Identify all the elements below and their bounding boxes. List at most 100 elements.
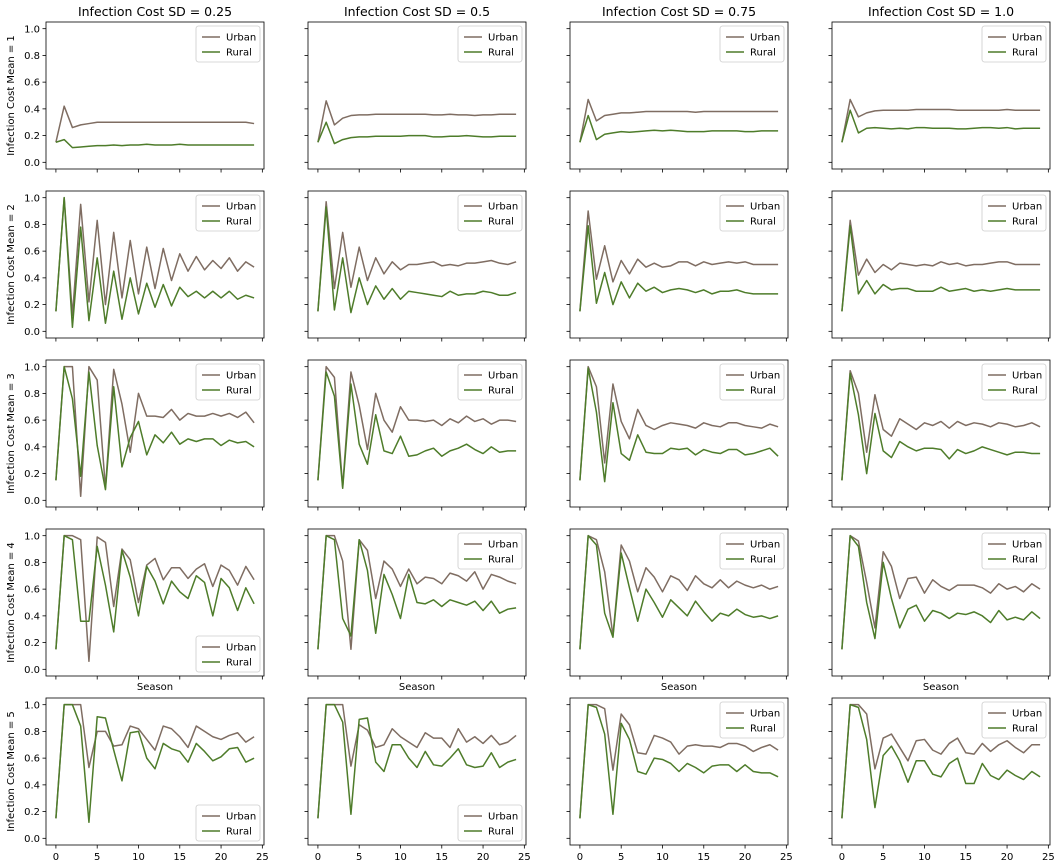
series-line-rural [55, 138, 255, 149]
legend-label-rural: Rural [488, 217, 514, 228]
legend-label-urban: Urban [1012, 540, 1042, 551]
series-line-rural [579, 225, 779, 312]
subplot-r4-c4: Season Urban Rural [828, 528, 1051, 693]
legend-box [195, 25, 261, 63]
x-tick-label: 20 [215, 852, 228, 862]
x-tick-label: 20 [477, 852, 490, 862]
legend-label-rural: Rural [750, 386, 776, 397]
legend-label-rural: Rural [226, 658, 252, 669]
series-line-urban [841, 703, 1041, 819]
x-tick-label: 10 [394, 852, 407, 862]
legend-label-rural: Rural [488, 48, 514, 59]
x-tick-label: 25 [256, 852, 269, 862]
legend-box [981, 701, 1047, 739]
subplot-r2-c3: Urban Rural [566, 190, 789, 342]
y-tick-label: 0.2 [24, 807, 40, 818]
subplot-r1-c2: Infection Cost SD = 0.5 Urban Rural [304, 4, 527, 173]
legend-label-urban: Urban [1012, 371, 1042, 382]
y-tick-label: 0.8 [24, 558, 40, 569]
x-tick-label: 5 [618, 852, 624, 862]
legend: Urban Rural [719, 363, 785, 401]
legend-label-urban: Urban [750, 540, 780, 551]
legend: Urban Rural [981, 701, 1047, 739]
y-tick-label: 1.0 [24, 362, 40, 373]
series-line-rural [841, 109, 1041, 143]
legend-label-urban: Urban [226, 202, 256, 213]
legend-label-urban: Urban [750, 33, 780, 44]
series-line-urban [579, 365, 779, 481]
y-axis-label: Infection Cost Mean = 4 [6, 542, 17, 663]
x-tick-label: 0 [315, 852, 321, 862]
y-tick-label: 0.4 [24, 780, 40, 791]
subplot-r4-c3: Season Urban Rural [566, 528, 789, 693]
y-tick-label: 0.4 [24, 611, 40, 622]
legend-box [981, 363, 1047, 401]
legend-label-urban: Urban [1012, 709, 1042, 720]
series-line-rural [317, 206, 517, 314]
legend: Urban Rural [457, 532, 523, 570]
legend-label-urban: Urban [226, 643, 256, 654]
subplot-r1-c3: Infection Cost SD = 0.75 Urban Rural [566, 4, 789, 173]
legend-label-urban: Urban [750, 202, 780, 213]
legend: Urban Rural [981, 532, 1047, 570]
y-tick-label: 1.0 [24, 531, 40, 542]
series-line-rural [579, 534, 779, 650]
series-line-urban [55, 365, 255, 498]
series-line-urban [317, 365, 517, 488]
legend-label-rural: Rural [226, 386, 252, 397]
x-tick-label: 5 [94, 852, 100, 862]
legend: Urban Rural [457, 363, 523, 401]
series-line-rural [317, 371, 517, 490]
legend: Urban Rural [457, 25, 523, 63]
legend-box [457, 194, 523, 232]
legend: Urban Rural [195, 635, 261, 673]
legend-box [981, 532, 1047, 570]
legend-label-urban: Urban [488, 33, 518, 44]
y-tick-label: 0.6 [24, 416, 40, 427]
legend-box [719, 25, 785, 63]
series-line-urban [317, 534, 517, 651]
legend-box [195, 363, 261, 401]
legend-label-urban: Urban [1012, 33, 1042, 44]
x-tick-label: 10 [132, 852, 145, 862]
y-tick-label: 0.2 [24, 638, 40, 649]
legend: Urban Rural [457, 804, 523, 842]
y-tick-label: 0.2 [24, 131, 40, 142]
y-tick-label: 0.0 [24, 834, 40, 845]
y-tick-label: 0.2 [24, 300, 40, 311]
x-axis-label: Season [399, 682, 435, 693]
x-tick-label: 25 [780, 852, 793, 862]
y-tick-label: 0.8 [24, 727, 40, 738]
legend-label-urban: Urban [226, 812, 256, 823]
legend-label-urban: Urban [750, 709, 780, 720]
legend-label-rural: Rural [1012, 724, 1038, 735]
legend: Urban Rural [981, 25, 1047, 63]
x-axis-label: Season [661, 682, 697, 693]
legend: Urban Rural [719, 532, 785, 570]
series-line-urban [317, 703, 517, 819]
series-line-urban [841, 369, 1041, 481]
y-tick-label: 0.6 [24, 754, 40, 765]
legend: Urban Rural [719, 701, 785, 739]
subplot-r5-c4: 0 5 10 15 20 25 Urban Rural [828, 697, 1055, 862]
x-tick-label: 15 [959, 852, 972, 862]
y-axis-label: Infection Cost Mean = 2 [6, 204, 17, 325]
series-line-rural [841, 534, 1041, 650]
y-tick-label: 0.8 [24, 220, 40, 231]
legend-label-urban: Urban [1012, 202, 1042, 213]
legend-label-rural: Rural [226, 217, 252, 228]
legend-label-rural: Rural [750, 48, 776, 59]
subplot-title: Infection Cost SD = 1.0 [868, 4, 1014, 19]
y-tick-label: 0.6 [24, 585, 40, 596]
series-line-rural [841, 372, 1041, 481]
legend-label-rural: Rural [226, 48, 252, 59]
series-line-urban [841, 219, 1041, 312]
x-tick-label: 25 [518, 852, 531, 862]
series-line-rural [55, 365, 255, 491]
legend-box [719, 363, 785, 401]
series-line-rural [579, 114, 779, 143]
y-tick-label: 0.0 [24, 496, 40, 507]
x-tick-label: 5 [880, 852, 886, 862]
x-tick-label: 10 [918, 852, 931, 862]
y-tick-label: 1.0 [24, 700, 40, 711]
